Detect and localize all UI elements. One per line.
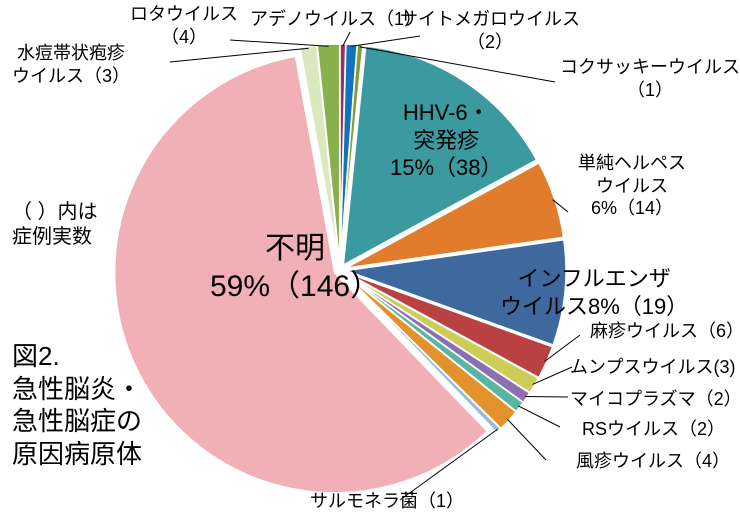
slice-label: ロタウイルス （4） (130, 3, 238, 48)
slice-label: コクサッキーウイルス （1） (560, 56, 740, 101)
slice-label: RSウイルス（2） (582, 418, 725, 441)
slice-label: ムンプスウイルス(3) (570, 356, 735, 379)
slice-label: 単純ヘルペス ウイルス 6%（14） (578, 152, 686, 220)
slice-label: サルモネラ菌（1） (310, 490, 464, 513)
slice-label: 風疹ウイルス（4） (576, 450, 730, 473)
slice-label: 水痘帯状疱疹 ウイルス（3） (12, 42, 130, 87)
slice-label-inside: HHV-6・ 突発疹 15%（38） (390, 99, 503, 182)
figure-title: 図2. 急性脳炎・ 急性脳症の 原因病原体 (12, 340, 142, 470)
slice-label: サイトメガロウイルス （2） (400, 8, 580, 53)
slice-label: アデノウイルス（1） (250, 8, 422, 31)
leader-line (230, 40, 329, 46)
cases-note: （ ）内は 症例実数 (12, 200, 98, 250)
slice-label: マイコプラズマ（2） (570, 388, 740, 411)
leader-line (507, 419, 546, 460)
slice-label-inside: インフルエンザ ウイルス8%（19） (500, 265, 688, 320)
leader-line (518, 406, 560, 427)
slice-label-inside-big: 不明 59%（146） (210, 230, 380, 305)
slice-label: 麻疹ウイルス（6） (590, 320, 740, 343)
figure-root: アデノウイルス（1）サイトメガロウイルス （2）コクサッキーウイルス （1） HH… (0, 0, 740, 513)
